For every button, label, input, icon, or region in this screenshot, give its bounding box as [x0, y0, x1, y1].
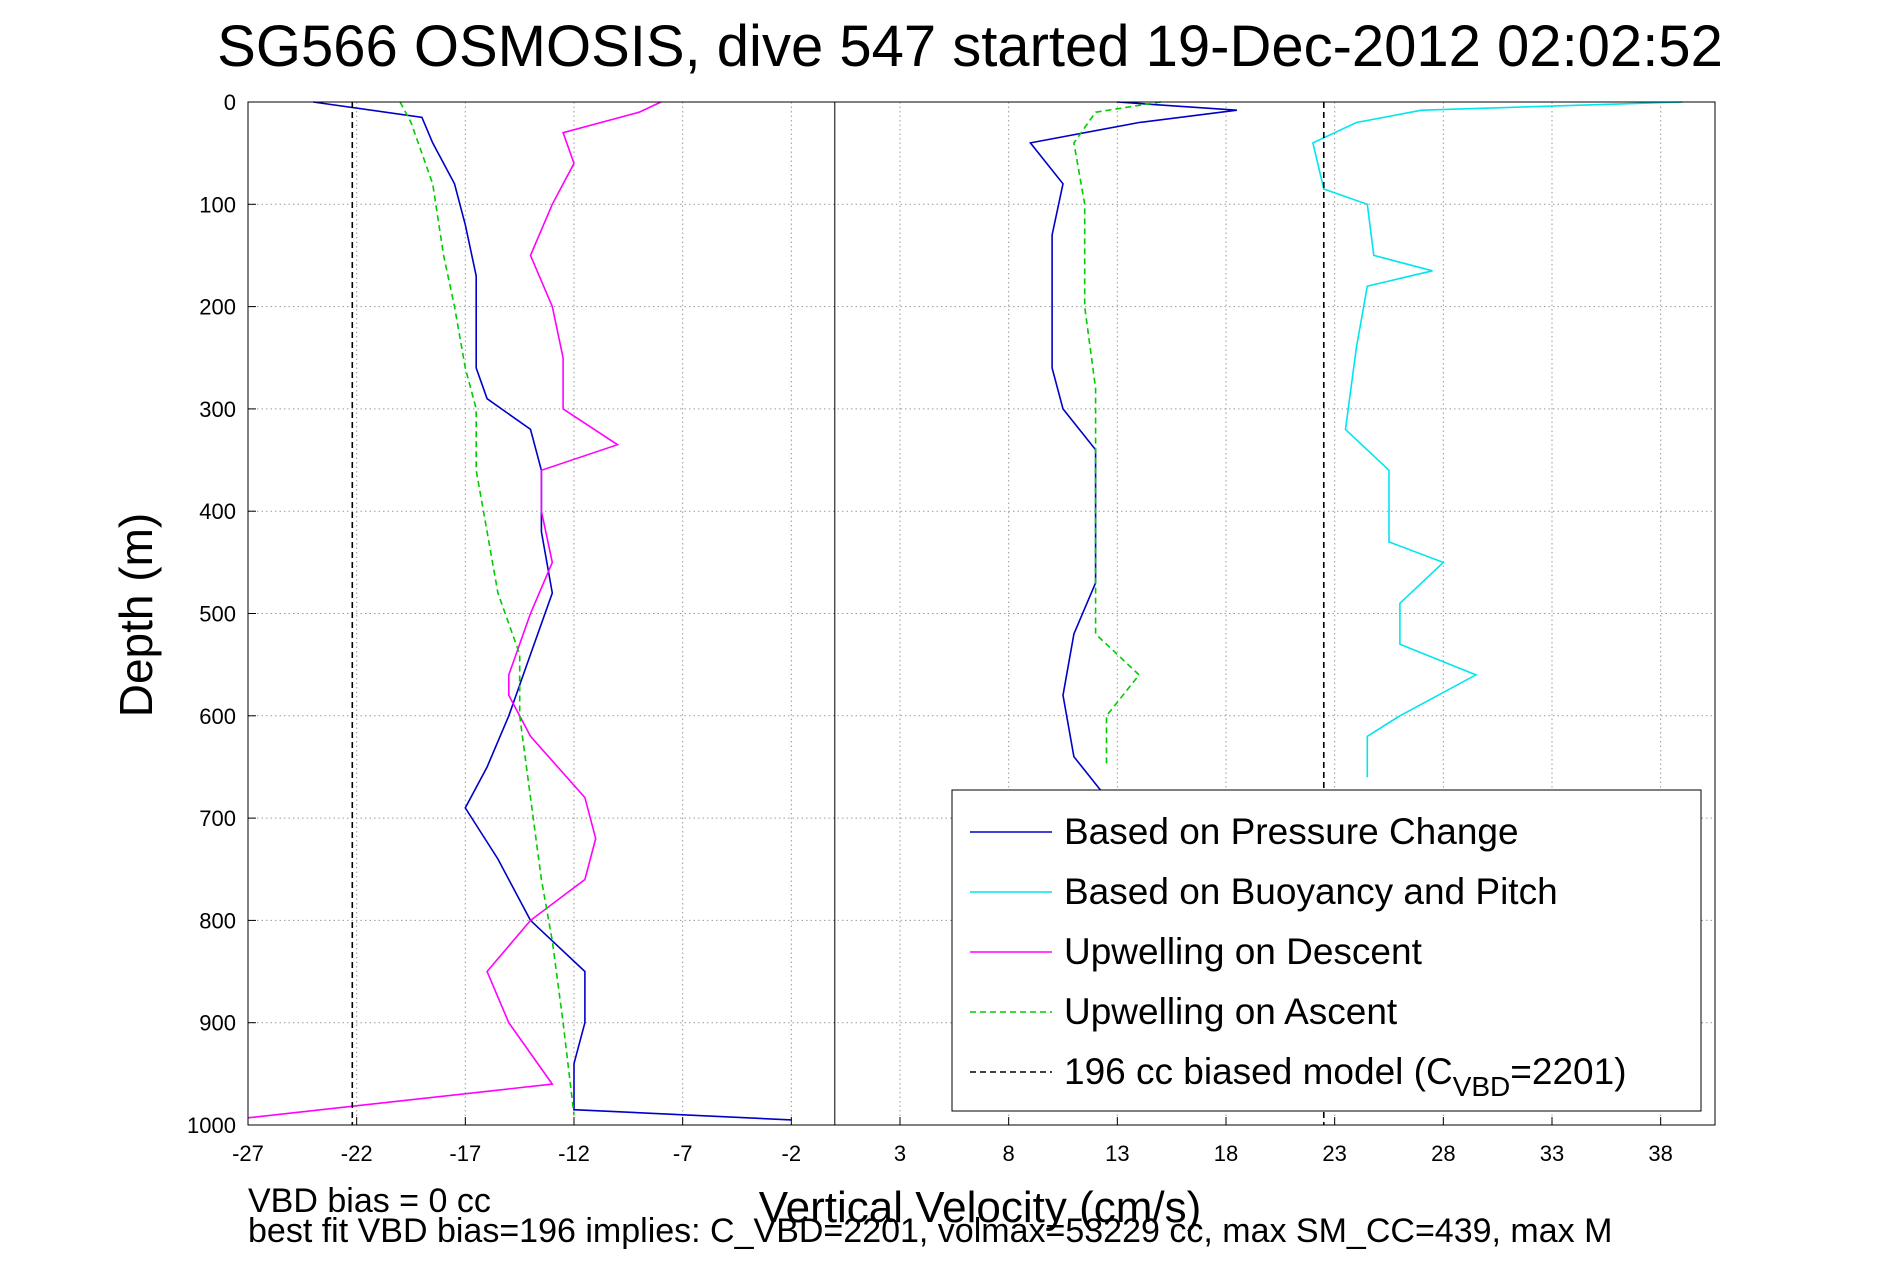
- y-tick-label: 200: [199, 295, 236, 320]
- y-tick-label: 500: [199, 602, 236, 627]
- series-line-pressure: [313, 101, 792, 1121]
- x-tick-label: 18: [1214, 1141, 1238, 1166]
- x-axis-label: Vertical Velocity (cm/s): [759, 1183, 1202, 1232]
- x-tick-label: 28: [1431, 1141, 1455, 1166]
- y-tick-label: 0: [224, 90, 236, 115]
- x-tick-label: -22: [341, 1141, 373, 1166]
- series-line-ascent: [1073, 101, 1161, 767]
- series-line-buoyancy: [1311, 101, 1683, 778]
- x-tick-label: 38: [1648, 1141, 1672, 1166]
- x-tick-label: 23: [1322, 1141, 1346, 1166]
- x-tick-label: -7: [673, 1141, 693, 1166]
- axis-ticks: -27 -22 -17 -12 -7 -2 3 8 13 18 23 28 33 380100200300…: [187, 90, 1673, 1166]
- chart-title: SG566 OSMOSIS, dive 547 started 19-Dec-2…: [217, 14, 1723, 79]
- x-tick-label: -27: [232, 1141, 264, 1166]
- legend-label-model: 196 cc biased model (CVBD=2201): [1064, 1051, 1627, 1102]
- series-line-pressure: [1028, 101, 1237, 799]
- legend-label-ascent: Upwelling on Ascent: [1064, 991, 1398, 1032]
- x-tick-label: 33: [1540, 1141, 1564, 1166]
- footer-vbd-bias: VBD bias = 0 cc: [248, 1182, 491, 1220]
- y-tick-label: 700: [199, 806, 236, 831]
- series-layer: [247, 101, 1683, 1125]
- x-tick-label: -12: [558, 1141, 590, 1166]
- x-tick-label: 3: [894, 1141, 906, 1166]
- y-tick-label: 300: [199, 397, 236, 422]
- footer-best-fit: best fit VBD bias=196 implies: C_VBD=220…: [248, 1212, 1613, 1250]
- legend-label-descent: Upwelling on Descent: [1064, 931, 1423, 972]
- legend-box: [951, 789, 1702, 1112]
- legend-label-pressure: Based on Pressure Change: [1064, 811, 1519, 852]
- legend: Based on Pressure Change Based on Buoyanc…: [951, 789, 1702, 1112]
- y-tick-label: 900: [199, 1011, 236, 1036]
- y-tick-label: 100: [199, 192, 236, 217]
- x-tick-label: 13: [1105, 1141, 1129, 1166]
- y-tick-label: 800: [199, 908, 236, 933]
- x-tick-label: -2: [782, 1141, 802, 1166]
- y-tick-label: 600: [199, 704, 236, 729]
- series-line-ascent: [399, 101, 575, 1115]
- y-axis-label: Depth (m): [110, 513, 162, 717]
- legend-label-buoyancy: Based on Buoyancy and Pitch: [1064, 871, 1558, 912]
- y-tick-label: 400: [199, 499, 236, 524]
- x-tick-label: -17: [449, 1141, 481, 1166]
- y-tick-label: 1000: [187, 1113, 236, 1138]
- x-tick-label: 8: [1003, 1141, 1015, 1166]
- series-line-descent: [247, 101, 662, 1119]
